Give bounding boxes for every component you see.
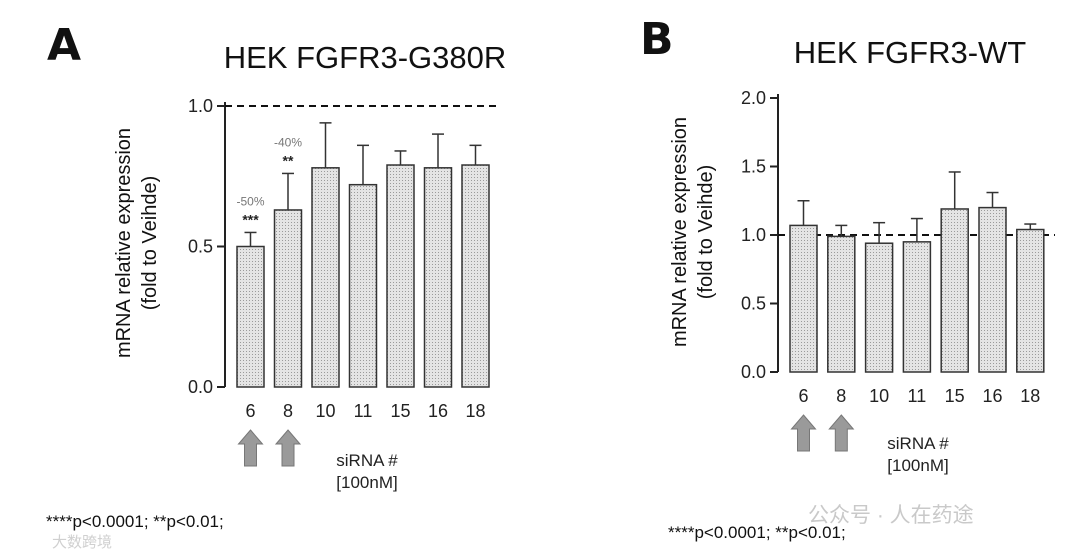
y-tick-label: 2.0 [741,88,766,108]
bar [348,183,378,388]
x-tick-label: 8 [836,386,846,406]
bar [236,245,265,388]
significance-label: ** [283,152,294,168]
bar [461,164,490,388]
y-axis-label: mRNA relative expression (fold to Veihde) [669,117,717,347]
up-arrow-icon [237,429,264,467]
x-tick-label: 18 [1020,386,1040,406]
chart-title: HEK FGFR3-WT [794,35,1027,70]
panel-letter: B [640,14,674,65]
x-axis-label: siRNA # [100nM] [887,434,949,475]
panel-letter: A [47,20,81,71]
x-axis-label-line: [100nM] [336,473,397,492]
bar [311,167,340,388]
bar [902,241,932,373]
x-axis-label: siRNA # [100nM] [336,451,398,492]
x-axis-label-line: siRNA # [887,434,949,453]
watermark-right: 公众号 · 人在药途 [808,504,974,527]
up-arrow-icon [274,429,302,467]
x-tick-label: 11 [354,401,373,421]
y-axis-label: mRNA relative expression (fold to Veihde) [113,128,161,358]
y-tick-label: 0.5 [741,294,766,314]
x-tick-label: 10 [315,401,335,421]
x-tick-label: 6 [245,401,255,421]
y-axis-label-line: (fold to Veihde) [695,165,717,300]
bar [386,164,415,388]
x-tick-label: 8 [283,401,293,421]
x-tick-label: 6 [798,386,808,406]
bar [827,235,856,373]
bar [864,242,894,373]
bar [978,206,1007,373]
y-tick-label: 1.5 [741,157,766,177]
y-tick-label: 0.5 [188,237,213,257]
significance-label: *** [242,211,259,227]
x-tick-label: 10 [869,386,889,406]
percent-change-label: -40% [274,135,302,149]
percent-change-label: -50% [236,194,264,208]
panel-a: A HEK FGFR3-G380R mRNA relative expression… [47,20,506,492]
bar [273,209,303,388]
panel-b: B HEK FGFR3-WT mRNA relative expression (fo… [640,14,1055,475]
bar [789,224,818,373]
up-arrow-icon [828,414,855,452]
x-tick-label: 18 [465,401,485,421]
y-axis-label-line: mRNA relative expression [669,117,691,347]
y-axis-label-line: (fold to Veihde) [139,176,161,311]
y-tick-label: 1.0 [741,225,766,245]
y-axis-label-line: mRNA relative expression [113,128,135,358]
y-tick-label: 0.0 [188,377,213,397]
x-tick-label: 15 [390,401,410,421]
bar [940,208,969,373]
chart-title: HEK FGFR3-G380R [224,40,507,75]
x-axis-label-line: [100nM] [887,456,948,475]
footnote-b: ****p<0.0001; **p<0.01; [668,523,846,542]
x-tick-label: 16 [982,386,1002,406]
y-tick-label: 0.0 [741,362,766,382]
watermark-left: 大数跨境 [52,533,112,551]
footnote-a: ****p<0.0001; **p<0.01; [46,512,224,531]
y-tick-label: 1.0 [188,96,213,116]
up-arrow-icon [790,414,817,452]
bar [423,167,453,388]
x-tick-label: 11 [908,386,927,406]
bar [1016,228,1045,373]
x-axis-label-line: siRNA # [336,451,398,470]
x-tick-label: 16 [428,401,448,421]
x-tick-label: 15 [945,386,965,406]
